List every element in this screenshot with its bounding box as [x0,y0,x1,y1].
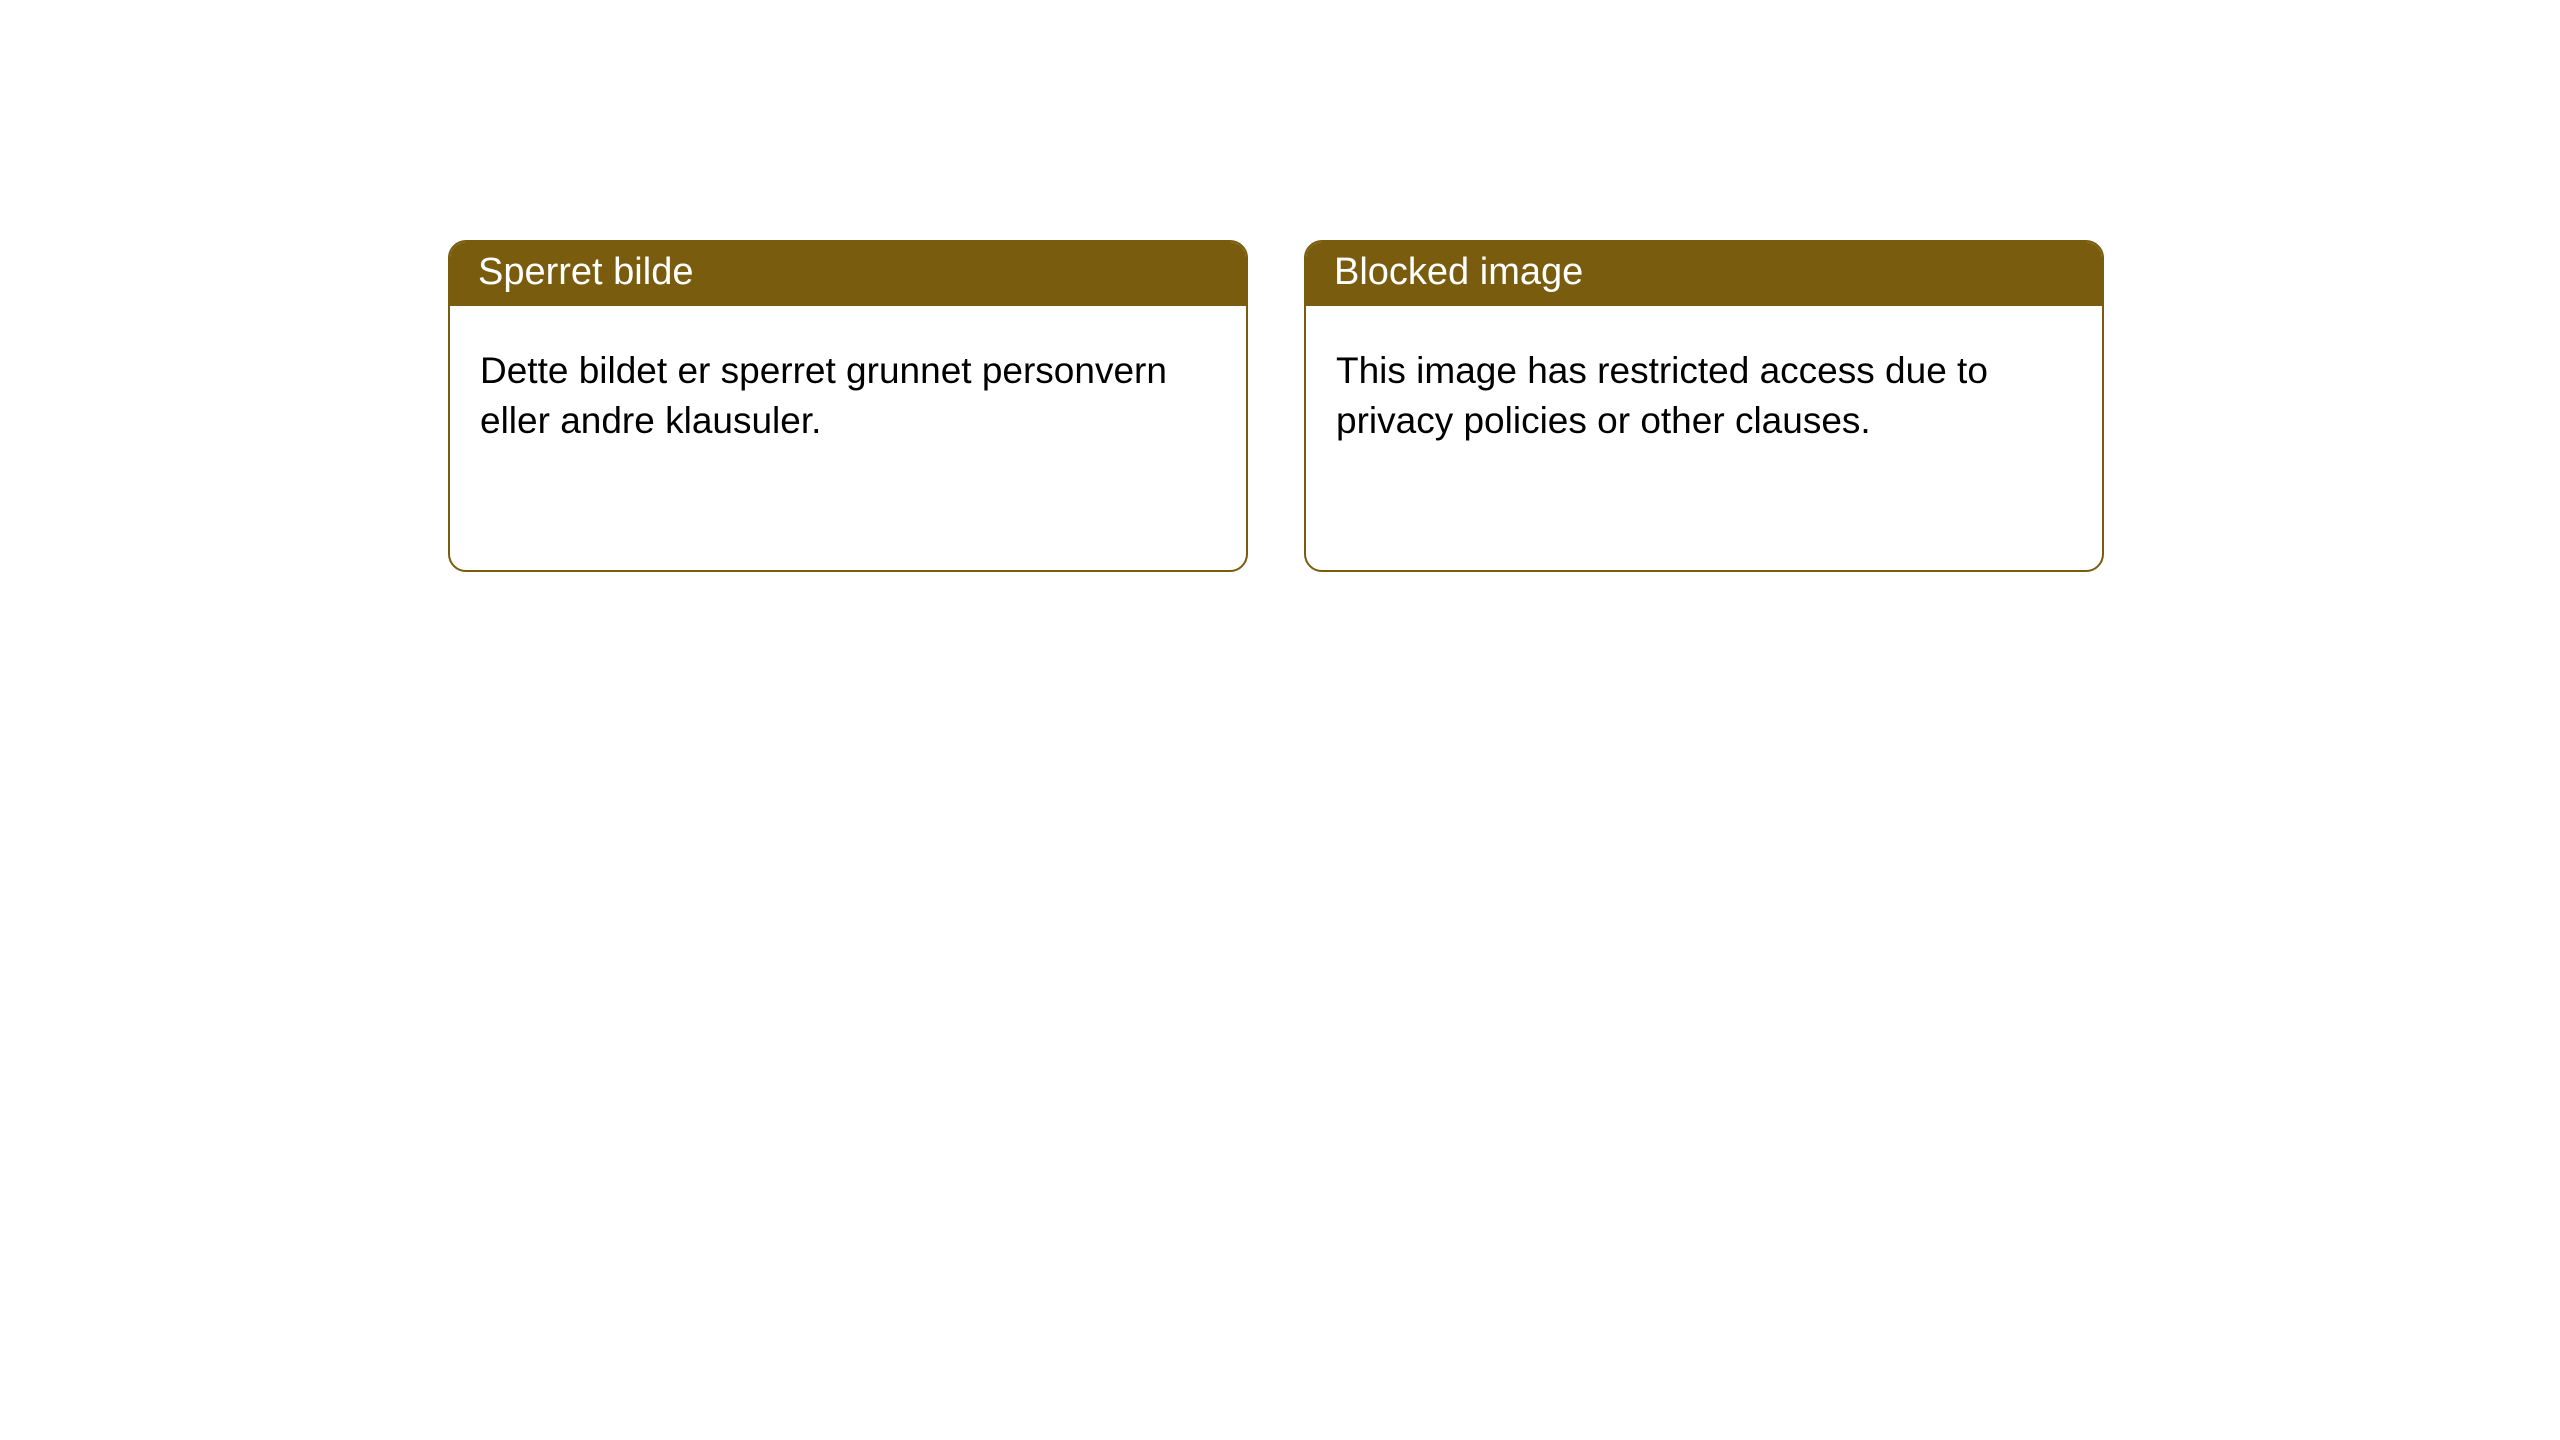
notice-card-norwegian: Sperret bilde Dette bildet er sperret gr… [448,240,1248,572]
notice-body-english: This image has restricted access due to … [1306,306,2102,476]
notice-body-norwegian: Dette bildet er sperret grunnet personve… [450,306,1246,476]
notice-header-english: Blocked image [1306,242,2102,306]
notice-header-norwegian: Sperret bilde [450,242,1246,306]
notice-container: Sperret bilde Dette bildet er sperret gr… [0,0,2560,572]
notice-card-english: Blocked image This image has restricted … [1304,240,2104,572]
